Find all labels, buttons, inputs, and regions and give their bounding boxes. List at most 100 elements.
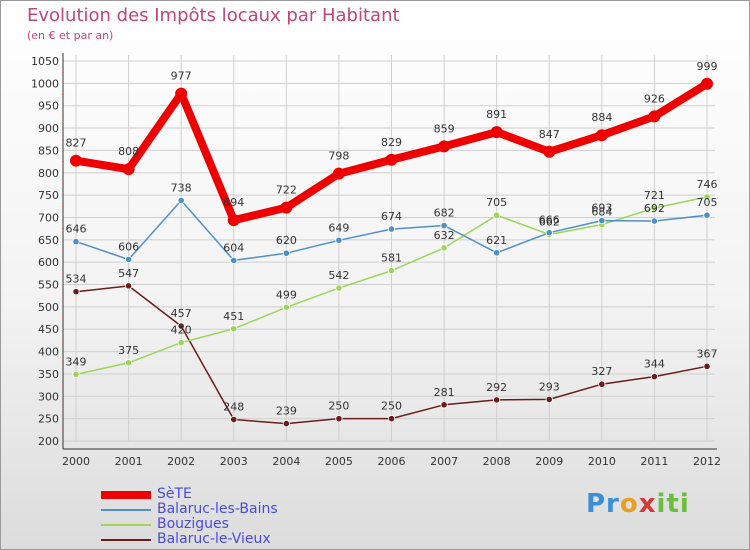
data-label-balaruc-les-bains-2012: 705 [697, 196, 718, 209]
y-axis-minor-mark [62, 428, 64, 431]
data-point-balaruc-les-bains-2008 [493, 249, 501, 257]
data-point-balaruc-le-vieux-2004 [282, 419, 290, 428]
x-tick-label-2011: 2011 [640, 455, 668, 468]
axes [62, 53, 717, 450]
data-label-balaruc-le-vieux-2012: 367 [697, 347, 718, 360]
data-label-balaruc-le-vieux-2001: 547 [118, 267, 139, 280]
y-tick-label-400: 400 [38, 346, 59, 359]
legend-swatch-sete [101, 490, 151, 499]
legend-item-balaruc-le-vieux: Balaruc-le-Vieux [101, 532, 278, 547]
y-tick-label-750: 750 [38, 189, 59, 202]
data-point-bouzigues-2006 [387, 267, 396, 275]
y-tick-labels: 200 250 300 350 400 450 500 550 600 650 700 750 800 8… [31, 55, 59, 448]
y-axis-minor-mark [62, 183, 64, 185]
data-point-balaruc-les-bains-2006 [387, 225, 396, 233]
y-axis-minor-mark [62, 361, 64, 364]
y-tick-label-500: 500 [38, 301, 59, 314]
data-point-balaruc-le-vieux-2005 [335, 415, 343, 423]
data-point-balaruc-les-bains-2004 [282, 249, 290, 257]
data-label-balaruc-le-vieux-2011: 344 [644, 358, 665, 371]
data-point-balaruc-les-bains-2002 [177, 196, 185, 205]
legend-item-bouzigues: Bouzigues [101, 517, 278, 532]
proxiti-logo: Proxiti [586, 489, 690, 519]
y-axis-minor-mark [62, 227, 64, 230]
data-point-s-te-2007 [438, 140, 451, 153]
data-label-s-te-2003: 694 [223, 196, 244, 209]
y-tick-label-550: 550 [38, 279, 59, 292]
data-label-s-te-2004: 722 [276, 184, 297, 197]
data-label-s-te-2010: 884 [591, 111, 612, 124]
data-point-s-te-2000 [70, 154, 82, 167]
legend-label-balaruc-les-bains: Balaruc-les-Bains [157, 501, 278, 517]
data-label-balaruc-le-vieux-2010: 327 [591, 365, 612, 378]
data-point-balaruc-le-vieux-2002 [177, 322, 185, 330]
data-point-balaruc-le-vieux-2008 [493, 396, 501, 404]
data-label-bouzigues-2005: 542 [328, 269, 349, 282]
data-point-balaruc-les-bains-2007 [440, 221, 448, 230]
y-axis-minor-mark [62, 384, 64, 387]
y-axis-minor-mark [62, 115, 64, 118]
data-label-s-te-2009: 847 [539, 128, 560, 141]
y-axis-minor-mark [62, 205, 64, 208]
data-point-s-te-2008 [490, 126, 503, 139]
y-tick-label-850: 850 [38, 144, 59, 157]
data-label-s-te-2012: 999 [697, 60, 718, 73]
data-label-bouzigues-2007: 632 [434, 229, 455, 242]
data-label-balaruc-le-vieux-2004: 239 [276, 405, 297, 418]
data-point-balaruc-les-bains-2003 [230, 256, 238, 264]
data-label-s-te-2008: 891 [486, 108, 507, 121]
y-axis-minor-mark [62, 272, 64, 275]
data-label-balaruc-les-bains-2001: 606 [118, 240, 139, 253]
data-point-bouzigues-2005 [335, 284, 343, 292]
data-label-balaruc-le-vieux-2005: 250 [328, 400, 349, 413]
y-axis-minor-mark [62, 71, 64, 74]
y-tick-label-1000: 1000 [31, 77, 59, 90]
data-label-balaruc-les-bains-2003: 604 [223, 241, 244, 254]
data-point-balaruc-le-vieux-2000 [72, 288, 80, 296]
data-label-balaruc-les-bains-2011: 692 [644, 202, 665, 215]
data-point-balaruc-le-vieux-2007 [440, 401, 448, 409]
data-label-s-te-2005: 798 [328, 150, 349, 163]
data-label-balaruc-les-bains-2000: 646 [66, 223, 87, 236]
data-point-balaruc-le-vieux-2011 [650, 373, 659, 381]
legend-item-balaruc-les-bains: Balaruc-les-Bains [101, 502, 278, 517]
x-tick-label-2007: 2007 [430, 455, 458, 468]
y-axis-minor-mark [62, 317, 64, 319]
data-point-s-te-2009 [543, 145, 556, 158]
data-label-balaruc-les-bains-2004: 620 [276, 234, 297, 247]
data-label-balaruc-le-vieux-2006: 250 [381, 400, 402, 413]
data-point-s-te-2006 [385, 153, 398, 166]
data-point-s-te-2001 [122, 163, 135, 176]
data-label-balaruc-le-vieux-2000: 534 [66, 273, 87, 286]
legend-label-balaruc-le-vieux: Balaruc-le-Vieux [157, 531, 271, 547]
data-point-balaruc-les-bains-2012 [703, 211, 711, 219]
y-tick-label-950: 950 [38, 100, 59, 113]
x-tick-labels: 2000 2001 2002 2003 2004 2005 2006 2007 2008 2009… [62, 455, 721, 468]
data-point-s-te-2002 [175, 87, 188, 100]
data-point-bouzigues-2007 [440, 244, 448, 252]
data-label-balaruc-les-bains-2010: 693 [591, 202, 612, 215]
data-label-balaruc-les-bains-2006: 674 [381, 210, 402, 223]
x-tick-label-2000: 2000 [62, 455, 90, 468]
data-point-bouzigues-2008 [493, 211, 501, 219]
y-axis-minor-mark [62, 160, 64, 163]
y-tick-label-300: 300 [38, 390, 59, 403]
series-points [70, 77, 713, 428]
data-label-bouzigues-2001: 375 [118, 344, 139, 357]
data-label-bouzigues-2006: 581 [381, 252, 402, 265]
data-label-bouzigues-2003: 451 [223, 310, 244, 323]
data-label-s-te-2002: 977 [171, 70, 192, 83]
data-label-bouzigues-2012: 746 [697, 178, 718, 191]
y-tick-label-250: 250 [38, 413, 59, 426]
data-label-balaruc-les-bains-2002: 738 [171, 181, 192, 194]
data-point-balaruc-le-vieux-2006 [387, 415, 396, 423]
data-point-bouzigues-2004 [282, 303, 290, 311]
data-label-bouzigues-2004: 499 [276, 288, 297, 301]
y-tick-label-1050: 1050 [31, 55, 59, 68]
data-point-bouzigues-2011 [650, 204, 659, 212]
y-axis-minor-mark [62, 406, 64, 409]
data-point-balaruc-les-bains-2005 [335, 236, 343, 244]
data-label-balaruc-les-bains-2005: 649 [328, 221, 349, 234]
data-label-balaruc-le-vieux-2007: 281 [434, 386, 455, 399]
